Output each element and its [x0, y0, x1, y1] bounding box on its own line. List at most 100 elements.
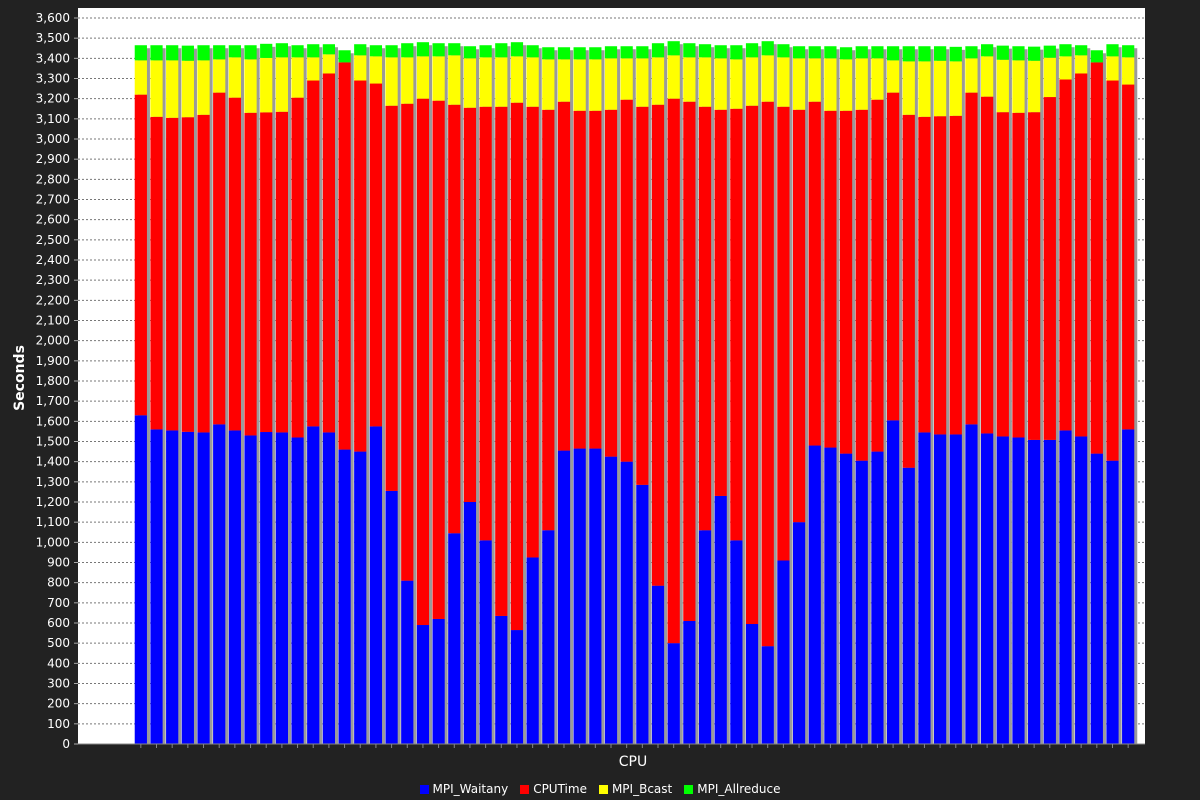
legend-label: MPI_Bcast — [611, 782, 673, 796]
bar-segment-mpi-waitany — [213, 424, 226, 744]
bar-segment-mpi-waitany — [150, 429, 163, 744]
bar-segment-mpi-bcast — [589, 59, 602, 111]
bar-segment-mpi-allreduce — [1059, 44, 1072, 57]
bar-segment-mpi-waitany — [526, 557, 539, 744]
bar-segment-mpi-bcast — [463, 58, 477, 108]
y-axis: 0 100 200 300 400 500 600 700 800 900 1,000 1,100 1,… — [36, 11, 78, 751]
bar-segment-mpi-waitany — [761, 646, 774, 744]
y-tick-label: 1,500 — [36, 435, 70, 449]
bar-segment-cputime — [855, 109, 868, 461]
y-tick-label: 1,300 — [36, 475, 70, 489]
bar-segment-cputime — [871, 99, 884, 452]
bar-segment-mpi-waitany — [651, 585, 665, 744]
bar-segment-mpi-allreduce — [448, 43, 461, 56]
bar-segment-cputime — [291, 97, 304, 438]
bar-segment-mpi-waitany — [745, 624, 759, 744]
bar-segment-mpi-bcast — [902, 61, 915, 115]
y-tick-label: 200 — [47, 697, 70, 711]
bar-segment-mpi-allreduce — [918, 46, 931, 62]
bar-segment-mpi-bcast — [965, 58, 978, 93]
bar-segment-cputime — [150, 116, 163, 430]
y-tick-label: 2,900 — [36, 152, 70, 166]
y-tick-label: 2,200 — [36, 293, 70, 307]
bar-segment-mpi-bcast — [1122, 57, 1135, 85]
bar-segment-mpi-bcast — [886, 60, 900, 93]
bar-segment-mpi-bcast — [1106, 56, 1119, 81]
y-tick-label: 3,600 — [36, 11, 70, 25]
bar-segment-mpi-allreduce — [683, 43, 696, 58]
bar-segment-mpi-allreduce — [636, 46, 649, 59]
legend-label: MPI_Waitany — [432, 782, 509, 796]
bar-segment-mpi-waitany — [714, 495, 727, 744]
bar-segment-mpi-bcast — [291, 57, 304, 98]
bar-segment-cputime — [573, 110, 586, 449]
bar-segment-cputime — [510, 102, 524, 631]
bar-segment-mpi-bcast — [244, 59, 257, 113]
bar-segment-cputime — [416, 98, 430, 626]
bar-segment-mpi-allreduce — [824, 46, 837, 59]
bar-segment-mpi-waitany — [510, 630, 524, 744]
bar-segment-mpi-allreduce — [463, 46, 477, 59]
bar-segment-mpi-allreduce — [839, 47, 853, 60]
bar-segment-mpi-allreduce — [275, 43, 288, 58]
bar-segment-mpi-waitany — [981, 433, 994, 744]
y-tick-label: 300 — [47, 677, 70, 691]
bar-segment-mpi-waitany — [636, 484, 649, 744]
bar-segment-mpi-bcast — [134, 60, 147, 95]
bar-segment-mpi-allreduce — [902, 46, 915, 62]
bar-segment-cputime — [1012, 112, 1025, 438]
bar-segment-mpi-allreduce — [949, 46, 962, 62]
bar-segment-mpi-waitany — [1043, 439, 1056, 744]
bar-segment-cputime — [714, 109, 727, 496]
bar-segment-mpi-waitany — [808, 445, 821, 744]
bar-segment-cputime — [1090, 62, 1103, 454]
bar-segment-mpi-allreduce — [996, 45, 1009, 60]
bar-segment-cputime — [432, 100, 445, 619]
bar-segment-cputime — [808, 101, 821, 446]
bar-segment-cputime — [730, 108, 743, 541]
legend-label: CPUTime — [533, 782, 587, 796]
bar-segment-mpi-waitany — [698, 530, 712, 744]
bar-segment-mpi-allreduce — [745, 43, 759, 58]
bar-segment-mpi-waitany — [573, 448, 586, 744]
bar-segment-mpi-bcast — [573, 59, 586, 111]
legend-item-mpi-waitany: MPI_Waitany — [419, 782, 509, 796]
bar-segment-cputime — [369, 83, 383, 427]
bar-segment-mpi-waitany — [401, 580, 414, 744]
bar-segment-mpi-allreduce — [965, 46, 978, 59]
bar-segment-cputime — [557, 101, 571, 451]
bar-segment-cputime — [981, 96, 994, 434]
y-tick-label: 800 — [47, 576, 70, 590]
bar-segment-mpi-bcast — [871, 58, 884, 100]
bar-segment-mpi-waitany — [181, 431, 194, 744]
bar-segment-mpi-waitany — [824, 447, 837, 744]
bar-segment-mpi-bcast — [792, 58, 806, 110]
bar-segment-cputime — [761, 101, 774, 647]
bar-segment-mpi-waitany — [244, 435, 257, 744]
bar-segment-mpi-allreduce — [573, 47, 586, 60]
bar-segment-mpi-allreduce — [1043, 45, 1056, 58]
bar-segment-mpi-bcast — [933, 60, 947, 117]
bar-segment-cputime — [965, 92, 978, 425]
legend-item-cputime: CPUTime — [520, 782, 587, 796]
bar-segment-mpi-allreduce — [761, 41, 774, 56]
bar-segment-mpi-allreduce — [432, 43, 445, 57]
bar-segment-mpi-bcast — [1028, 60, 1041, 113]
bar-segment-mpi-allreduce — [244, 45, 257, 60]
bar-segment-mpi-bcast — [949, 61, 962, 116]
bar-segment-mpi-allreduce — [181, 45, 194, 61]
bar-segment-cputime — [902, 114, 915, 468]
bar-segment-cputime — [495, 106, 508, 616]
y-tick-label: 2,000 — [36, 334, 70, 348]
bar-segment-mpi-bcast — [1012, 60, 1025, 113]
y-tick-label: 500 — [47, 636, 70, 650]
bar-segment-mpi-allreduce — [1075, 45, 1088, 56]
bar-segment-cputime — [197, 114, 210, 433]
bar-segment-cputime — [1043, 97, 1056, 440]
legend: MPI_Waitany CPUTime MPI_Bcast MPI_Allred… — [0, 780, 1200, 798]
bar-segment-mpi-bcast — [918, 61, 931, 117]
bar-segment-mpi-waitany — [792, 522, 806, 744]
bar-segment-cputime — [824, 110, 837, 448]
legend-item-mpi-allreduce: MPI_Allreduce — [684, 782, 781, 796]
